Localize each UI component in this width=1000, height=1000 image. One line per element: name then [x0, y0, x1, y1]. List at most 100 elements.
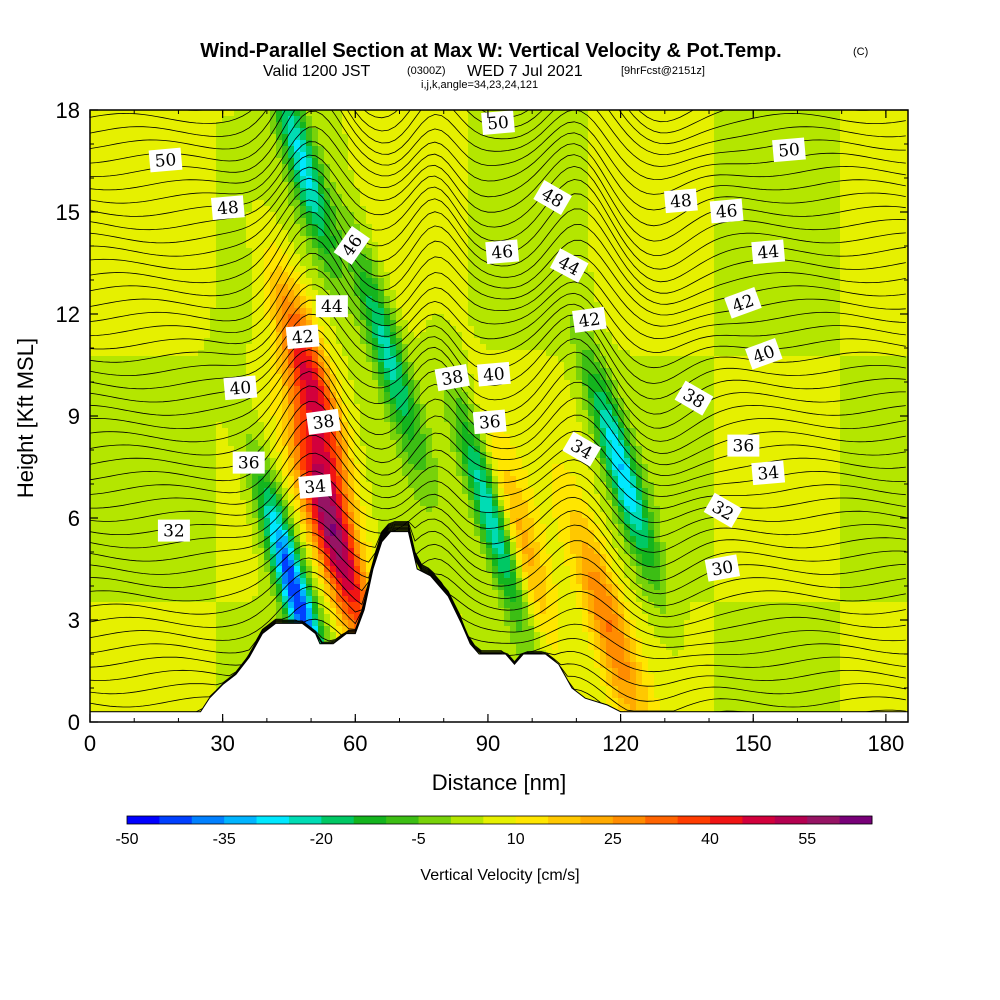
field-cell	[324, 560, 331, 567]
field-cell	[216, 218, 223, 225]
field-cell	[120, 356, 127, 363]
field-cell	[180, 644, 187, 651]
field-cell	[336, 554, 343, 561]
field-cell	[228, 524, 235, 531]
field-cell	[180, 338, 187, 345]
field-cell	[144, 248, 151, 255]
field-cell	[186, 356, 193, 363]
field-cell	[240, 476, 247, 483]
field-cell	[234, 248, 241, 255]
field-cell	[222, 566, 229, 573]
field-cell	[180, 368, 187, 375]
field-cell	[186, 632, 193, 639]
field-cell	[144, 632, 151, 639]
field-cell	[366, 164, 373, 171]
field-cell	[198, 446, 205, 453]
field-cell	[318, 530, 325, 537]
field-cell	[162, 212, 169, 219]
field-cell	[228, 350, 235, 357]
field-cell	[288, 134, 295, 141]
field-cell	[312, 548, 319, 555]
field-cell	[234, 326, 241, 333]
field-cell	[192, 638, 199, 645]
field-cell	[360, 494, 367, 501]
field-cell	[114, 548, 121, 555]
field-cell	[318, 500, 325, 507]
field-cell	[234, 416, 241, 423]
field-cell	[144, 596, 151, 603]
field-cell	[216, 584, 223, 591]
field-cell	[174, 356, 181, 363]
field-cell	[126, 506, 133, 513]
field-cell	[288, 554, 295, 561]
field-cell	[288, 500, 295, 507]
field-cell	[318, 518, 325, 525]
field-cell	[282, 128, 289, 135]
field-cell	[348, 494, 355, 501]
field-cell	[288, 380, 295, 387]
field-cell	[138, 188, 145, 195]
field-cell	[312, 248, 319, 255]
field-cell	[222, 410, 229, 417]
field-cell	[192, 440, 199, 447]
field-cell	[318, 290, 325, 297]
field-cell	[204, 392, 211, 399]
field-cell	[252, 218, 259, 225]
field-cell	[126, 644, 133, 651]
field-cell	[366, 446, 373, 453]
field-cell	[210, 176, 217, 183]
field-cell	[126, 500, 133, 507]
field-cell	[330, 554, 337, 561]
field-cell	[126, 542, 133, 549]
field-cell	[222, 596, 229, 603]
field-cell	[270, 200, 277, 207]
field-cell	[90, 446, 97, 453]
field-cell	[342, 482, 349, 489]
field-cell	[114, 578, 121, 585]
field-cell	[180, 200, 187, 207]
field-cell	[234, 566, 241, 573]
field-cell	[168, 296, 175, 303]
field-cell	[228, 320, 235, 327]
field-cell	[318, 230, 325, 237]
field-cell	[324, 158, 331, 165]
field-cell	[324, 614, 331, 621]
field-cell	[132, 452, 139, 459]
field-cell	[168, 182, 175, 189]
field-cell	[90, 278, 97, 285]
field-cell	[150, 272, 157, 279]
field-cell	[306, 434, 313, 441]
field-cell	[102, 296, 109, 303]
field-cell	[90, 464, 97, 471]
field-cell	[120, 152, 127, 159]
field-cell	[174, 596, 181, 603]
field-cell	[90, 596, 97, 603]
field-cell	[366, 344, 373, 351]
field-cell	[132, 200, 139, 207]
field-cell	[354, 572, 361, 579]
field-cell	[186, 680, 193, 687]
field-cell	[210, 566, 217, 573]
field-cell	[216, 542, 223, 549]
field-cell	[360, 386, 367, 393]
field-cell	[150, 548, 157, 555]
field-cell	[312, 506, 319, 513]
field-cell	[246, 620, 253, 627]
field-cell	[270, 290, 277, 297]
field-cell	[312, 398, 319, 405]
field-cell	[102, 140, 109, 147]
field-cell	[156, 674, 163, 681]
field-cell	[246, 428, 253, 435]
field-cell	[372, 206, 379, 213]
field-cell	[210, 116, 217, 123]
field-cell	[96, 410, 103, 417]
field-cell	[318, 512, 325, 519]
field-cell	[156, 470, 163, 477]
field-cell	[222, 134, 229, 141]
field-cell	[228, 368, 235, 375]
field-cell	[144, 212, 151, 219]
field-cell	[186, 350, 193, 357]
field-cell	[210, 386, 217, 393]
field-cell	[342, 176, 349, 183]
field-cell	[282, 320, 289, 327]
